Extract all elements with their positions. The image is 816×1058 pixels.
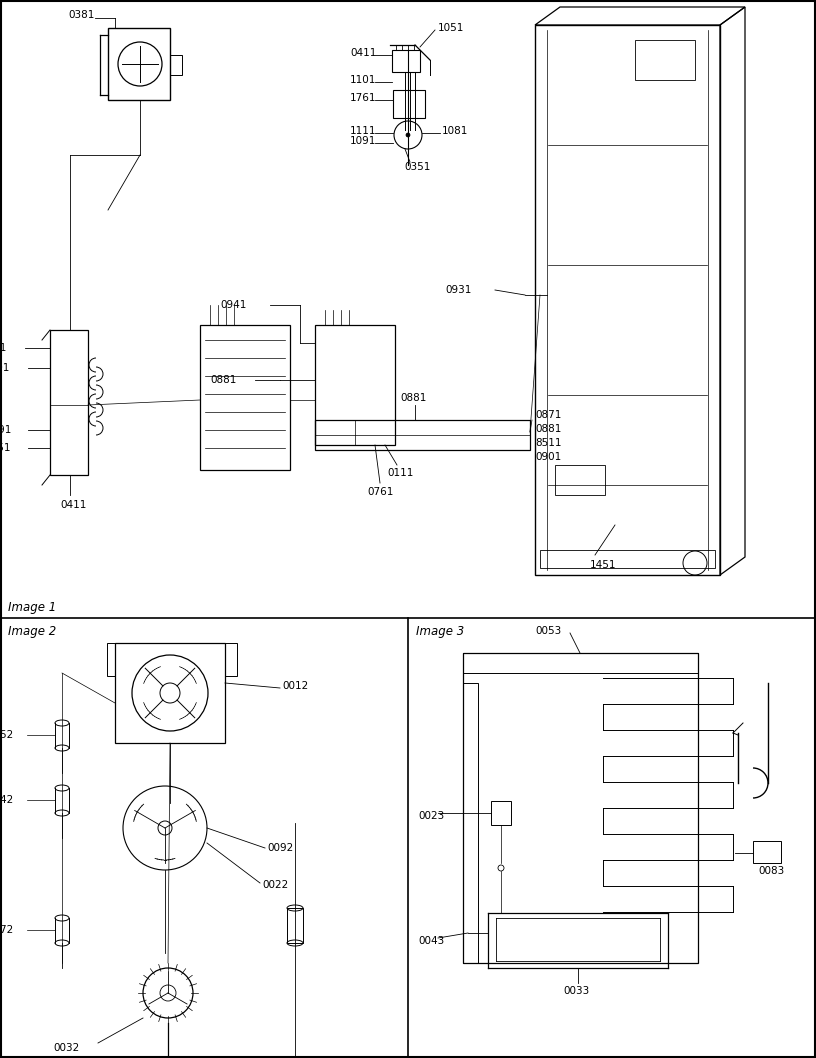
Bar bbox=[635, 40, 695, 80]
Text: 1551: 1551 bbox=[0, 443, 11, 453]
Bar bbox=[463, 653, 698, 673]
Bar bbox=[200, 325, 290, 470]
Bar bbox=[107, 643, 115, 676]
Text: 0072: 0072 bbox=[0, 925, 13, 935]
Text: 0291: 0291 bbox=[0, 425, 11, 435]
Bar bbox=[535, 25, 720, 574]
Text: 1051: 1051 bbox=[438, 23, 464, 33]
Text: 0022: 0022 bbox=[262, 880, 288, 890]
Text: 1901: 1901 bbox=[0, 363, 11, 373]
Circle shape bbox=[406, 133, 410, 136]
Text: 1081: 1081 bbox=[442, 126, 468, 136]
Text: 1451: 1451 bbox=[590, 560, 617, 570]
Text: 0881: 0881 bbox=[535, 424, 561, 434]
Bar bbox=[50, 330, 88, 475]
Bar bbox=[393, 90, 425, 118]
Text: 0012: 0012 bbox=[282, 681, 308, 691]
Text: 0033: 0033 bbox=[563, 986, 589, 996]
Bar bbox=[315, 325, 395, 445]
Bar bbox=[491, 801, 511, 825]
Text: 0761: 0761 bbox=[367, 487, 393, 497]
Text: 1091: 1091 bbox=[350, 136, 376, 146]
Text: 0083: 0083 bbox=[758, 867, 784, 876]
Bar bbox=[555, 466, 605, 495]
Text: 0351: 0351 bbox=[404, 162, 430, 172]
Bar bbox=[225, 643, 237, 676]
Text: 1101: 1101 bbox=[350, 75, 376, 85]
Text: Image 2: Image 2 bbox=[8, 625, 56, 638]
Text: 1111: 1111 bbox=[350, 126, 376, 136]
Bar bbox=[315, 420, 530, 450]
Text: 0411: 0411 bbox=[350, 48, 376, 58]
Bar bbox=[753, 841, 781, 863]
Bar bbox=[540, 550, 715, 568]
Text: 8511: 8511 bbox=[535, 438, 561, 448]
Text: 0411: 0411 bbox=[60, 500, 86, 510]
Text: 0901: 0901 bbox=[535, 452, 561, 462]
Bar bbox=[392, 50, 420, 72]
Text: 1761: 1761 bbox=[350, 93, 376, 103]
Text: 0032: 0032 bbox=[53, 1043, 79, 1053]
Bar bbox=[287, 908, 303, 943]
Text: 0871: 0871 bbox=[535, 411, 561, 420]
Bar bbox=[115, 643, 225, 743]
Text: 0931: 0931 bbox=[445, 285, 472, 295]
Text: 0052: 0052 bbox=[0, 730, 13, 740]
Bar bbox=[108, 28, 170, 101]
Bar bbox=[463, 683, 478, 963]
Text: 0023: 0023 bbox=[418, 811, 444, 821]
Text: 0092: 0092 bbox=[267, 843, 293, 853]
Text: 0053: 0053 bbox=[535, 626, 561, 636]
Text: 0043: 0043 bbox=[418, 936, 444, 946]
Text: 0881: 0881 bbox=[210, 375, 237, 385]
Text: 0042: 0042 bbox=[0, 795, 13, 805]
Bar bbox=[463, 653, 698, 963]
Text: 0941: 0941 bbox=[220, 300, 246, 310]
Text: 0921: 0921 bbox=[0, 343, 7, 353]
Text: 0111: 0111 bbox=[387, 468, 414, 478]
Text: Image 3: Image 3 bbox=[416, 625, 464, 638]
Text: 0381: 0381 bbox=[68, 10, 95, 20]
Text: 0881: 0881 bbox=[400, 393, 427, 403]
Bar bbox=[170, 55, 182, 75]
Text: Image 1: Image 1 bbox=[8, 602, 56, 615]
